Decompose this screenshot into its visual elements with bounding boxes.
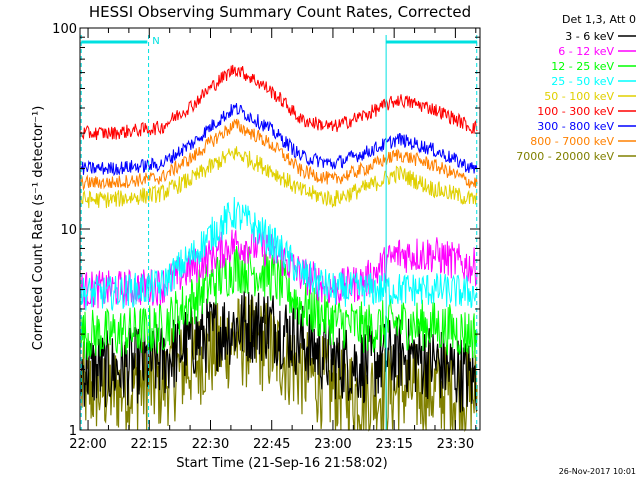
series-25-50kev xyxy=(80,196,478,311)
legend-entry-label: 7000 - 20000 keV xyxy=(516,150,614,163)
legend: 3 - 6 keV 6 - 12 keV 12 - 25 keV 25 - 50 ke… xyxy=(516,30,636,163)
legend-entry-label: 800 - 7000 keV xyxy=(530,135,614,148)
series-300-800kev xyxy=(80,103,478,177)
y-tick-label: 100 xyxy=(52,22,77,37)
series-3-6kev xyxy=(80,290,478,413)
y-axis-label: Corrected Count Rate (s⁻¹ detector⁻¹) xyxy=(31,106,46,351)
legend-entry-label: 12 - 25 keV xyxy=(551,60,614,73)
x-axis-label: Start Time (21-Sep-16 21:58:02) xyxy=(176,456,387,471)
legend-entry-label: 3 - 6 keV xyxy=(565,30,614,43)
series-line xyxy=(80,245,478,361)
x-tick-label: 23:15 xyxy=(375,437,412,452)
axes-group: 1 10 100 22:00 22:15 22:30 22:45 23:00 23:15 23:3… xyxy=(52,22,481,452)
chart-title: HESSI Observing Summary Count Rates, Cor… xyxy=(89,3,471,21)
series-line xyxy=(80,290,478,413)
y-tick-label: 1 xyxy=(69,424,77,439)
timestamp: 26-Nov-2017 10:01 xyxy=(559,467,636,476)
legend-entry-label: 6 - 12 keV xyxy=(558,45,614,58)
series-line xyxy=(80,146,478,209)
series-line xyxy=(80,103,478,177)
x-tick-label: 23:30 xyxy=(437,437,474,452)
y-tick-label: 10 xyxy=(60,223,77,238)
x-tick-label: 22:00 xyxy=(69,437,106,452)
x-tick-label: 22:45 xyxy=(253,437,290,452)
series-line xyxy=(80,118,478,192)
x-tick-label: 22:30 xyxy=(192,437,229,452)
series-800-7000kev xyxy=(80,118,478,192)
series-line xyxy=(80,64,478,141)
annotation-n: N xyxy=(152,36,159,47)
x-tick-label: 22:15 xyxy=(131,437,168,452)
legend-title: Det 1,3, Att 0 xyxy=(562,13,636,26)
legend-entry-label: 25 - 50 keV xyxy=(551,75,614,88)
series-group xyxy=(80,64,478,433)
legend-entry-label: 50 - 100 keV xyxy=(544,90,614,103)
legend-entry-label: 100 - 300 keV xyxy=(537,105,614,118)
legend-entry-label: 300 - 800 keV xyxy=(537,120,614,133)
series-12-25kev xyxy=(80,245,478,361)
series-50-100kev xyxy=(80,146,478,209)
series-100-300kev xyxy=(80,64,478,141)
x-tick-label: 23:00 xyxy=(314,437,351,452)
series-line xyxy=(80,196,478,311)
overlay-group xyxy=(80,35,478,430)
